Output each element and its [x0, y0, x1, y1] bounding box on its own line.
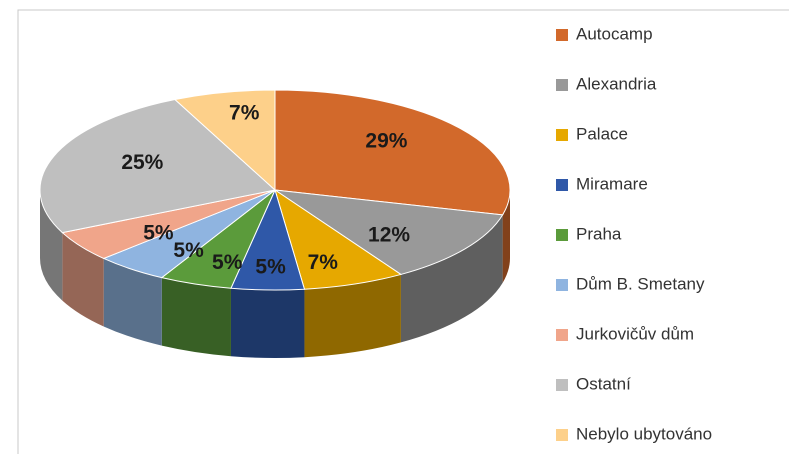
legend-label: Nebylo ubytováno — [576, 424, 712, 443]
legend-swatch — [556, 279, 568, 291]
legend-label: Alexandria — [576, 74, 657, 93]
legend-swatch — [556, 179, 568, 191]
legend-label: Palace — [576, 124, 628, 143]
pie-slice-side — [502, 190, 510, 283]
pie-slice-side — [103, 258, 162, 346]
legend-swatch — [556, 79, 568, 91]
pie-slice-side — [400, 214, 503, 343]
legend-label: Jurkovičův dům — [576, 324, 694, 343]
legend-swatch — [556, 379, 568, 391]
legend-swatch — [556, 429, 568, 441]
pie-slice — [274, 189, 504, 275]
pie-slice — [39, 98, 277, 234]
pie-slice — [274, 188, 403, 290]
legend-swatch — [556, 29, 568, 41]
legend-label: Dům B. Smetany — [576, 274, 705, 293]
legend-swatch — [556, 229, 568, 241]
pie-slice — [173, 89, 276, 192]
legend-swatch — [556, 329, 568, 341]
pie-slice-side — [161, 277, 231, 357]
data-label: 5% — [212, 251, 243, 274]
data-label: 5% — [173, 239, 204, 262]
data-label: 25% — [121, 151, 163, 174]
data-label: 7% — [229, 101, 260, 124]
pie-slice-side — [230, 288, 305, 358]
legend-swatch — [556, 129, 568, 141]
pie-slice-side — [40, 190, 63, 301]
legend-label: Miramare — [576, 174, 648, 193]
data-label: 29% — [365, 130, 407, 153]
pie-slice-side — [62, 232, 104, 327]
data-label: 5% — [143, 221, 174, 244]
chart-frame — [17, 9, 789, 454]
pie-slice-side — [304, 274, 401, 358]
legend-label: Autocamp — [576, 24, 653, 43]
legend-label: Ostatní — [576, 374, 631, 393]
pie-slice — [274, 89, 511, 216]
data-label: 5% — [255, 256, 286, 279]
data-label: 7% — [308, 251, 339, 274]
legend-label: Praha — [576, 224, 622, 243]
data-label: 12% — [368, 223, 410, 246]
